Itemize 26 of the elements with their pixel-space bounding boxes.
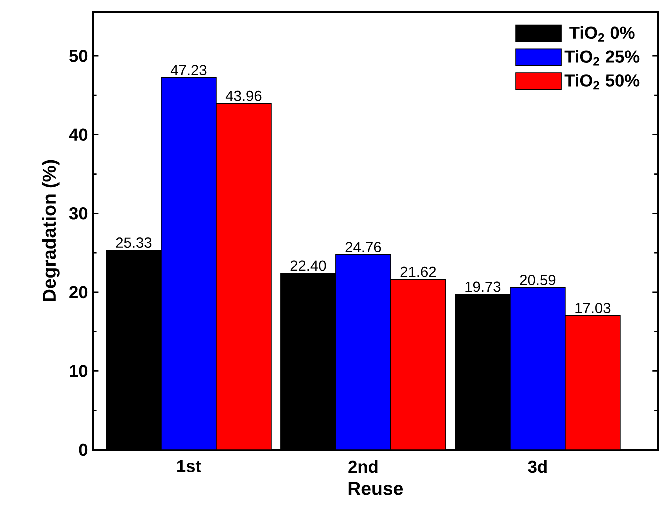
- data-label: 25.33: [116, 238, 152, 248]
- bar: [336, 254, 392, 450]
- data-label: 21.62: [400, 266, 436, 278]
- y-tick-label: 30: [69, 208, 88, 220]
- data-label: 24.76: [346, 242, 382, 253]
- x-tick-label: 2nd: [348, 460, 378, 474]
- legend-label: TiO$_{2}$ 50%: [564, 74, 640, 90]
- y-tick-label: 40: [69, 128, 88, 142]
- data-label: 17.03: [576, 303, 611, 314]
- data-label: 19.73: [466, 282, 501, 292]
- y-tick-label: 10: [70, 365, 88, 378]
- data-label: 20.59: [520, 275, 556, 286]
- x-tick-label: 1st: [178, 460, 202, 472]
- y-tick-label: 20: [70, 286, 88, 299]
- data-label: 47.23: [170, 65, 207, 76]
- legend-label: TiO$_{2}$ 0%: [570, 26, 635, 42]
- y-axis-title: Degradation (%): [42, 160, 60, 302]
- data-label: 22.40: [290, 260, 326, 272]
- y-tick-label: 50: [70, 50, 88, 62]
- y-tick-label: 0: [79, 444, 88, 456]
- bar: [161, 78, 217, 450]
- x-axis-title: Reuse: [348, 482, 404, 496]
- bar: [510, 287, 566, 450]
- legend-label: TiO$_{2}$ 25%: [564, 50, 640, 66]
- x-tick-label: 3d: [528, 460, 547, 474]
- data-label: 43.96: [226, 90, 262, 102]
